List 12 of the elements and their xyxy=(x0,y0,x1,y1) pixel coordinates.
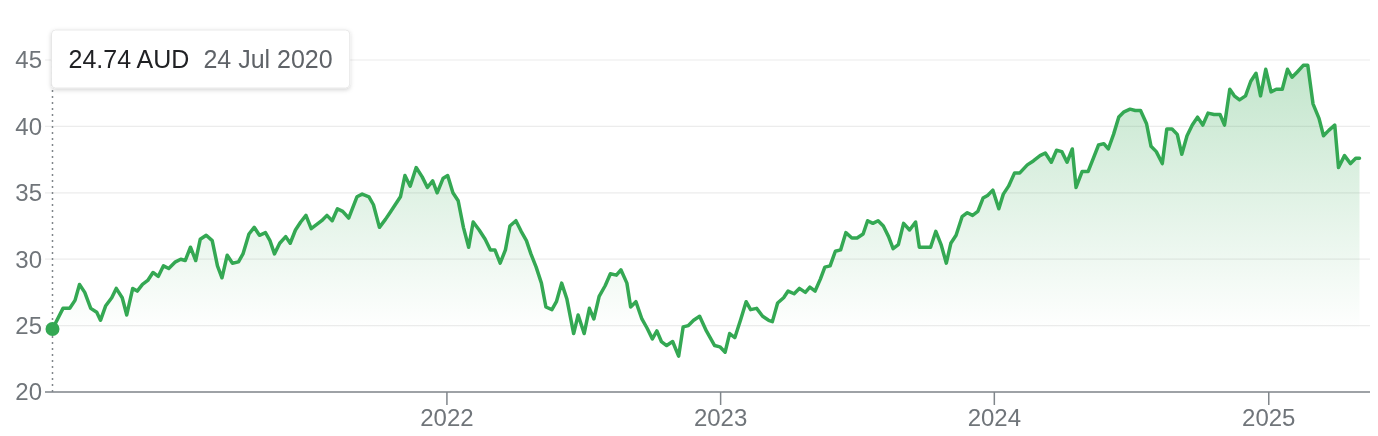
annotation: 24.74 AUD xyxy=(68,45,190,73)
annotation: 24 Jul 2020 xyxy=(203,45,333,73)
x-tick-label: 2025 xyxy=(1242,404,1296,431)
x-tick-label: 2024 xyxy=(967,404,1022,431)
x-tick-label: 2022 xyxy=(420,404,474,431)
x-tick-label: 2023 xyxy=(693,404,748,431)
y-tick-label: 20 xyxy=(15,378,42,406)
y-tick-label: 25 xyxy=(15,312,42,339)
y-tick-label: 45 xyxy=(15,46,42,74)
y-tick-label: 40 xyxy=(15,112,42,140)
y-tick-label: 30 xyxy=(15,245,42,273)
y-tick-label: 35 xyxy=(15,179,42,207)
